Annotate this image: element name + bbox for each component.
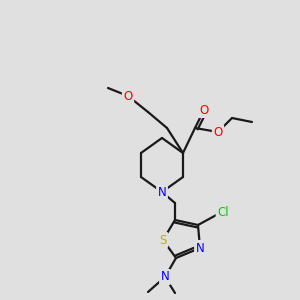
Text: Cl: Cl (217, 206, 229, 220)
Text: S: S (159, 233, 167, 247)
Text: O: O (213, 125, 223, 139)
Text: N: N (158, 185, 166, 199)
Text: O: O (200, 103, 208, 116)
Text: O: O (123, 89, 133, 103)
Text: N: N (160, 271, 169, 284)
Text: N: N (196, 242, 204, 254)
